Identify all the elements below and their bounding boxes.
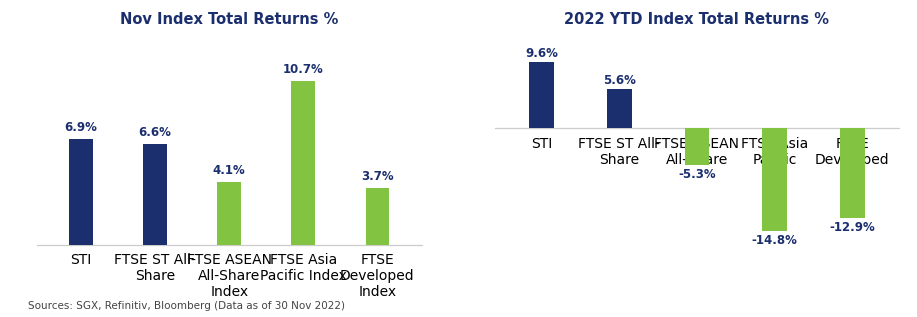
Text: 4.1%: 4.1% bbox=[213, 164, 246, 177]
Bar bbox=[762, 128, 787, 231]
Bar bbox=[70, 139, 93, 245]
Title: 2022 YTD Index Total Returns %: 2022 YTD Index Total Returns % bbox=[565, 12, 829, 27]
Bar bbox=[607, 89, 632, 128]
Text: 5.6%: 5.6% bbox=[602, 74, 635, 87]
Title: Nov Index Total Returns %: Nov Index Total Returns % bbox=[120, 12, 338, 27]
Text: 6.9%: 6.9% bbox=[65, 121, 97, 134]
Bar bbox=[529, 61, 554, 128]
Text: Sources: SGX, Refinitiv, Bloomberg (Data as of 30 Nov 2022): Sources: SGX, Refinitiv, Bloomberg (Data… bbox=[28, 301, 345, 311]
Text: -12.9%: -12.9% bbox=[829, 221, 875, 234]
Bar bbox=[840, 128, 865, 218]
Text: -14.8%: -14.8% bbox=[752, 234, 798, 247]
Bar bbox=[366, 188, 389, 245]
Bar bbox=[143, 144, 167, 245]
Text: 6.6%: 6.6% bbox=[138, 126, 171, 139]
Text: -5.3%: -5.3% bbox=[678, 168, 716, 181]
Text: 10.7%: 10.7% bbox=[283, 63, 324, 76]
Bar bbox=[684, 128, 710, 165]
Text: 3.7%: 3.7% bbox=[361, 171, 393, 184]
Text: 9.6%: 9.6% bbox=[525, 47, 558, 60]
Bar bbox=[217, 182, 241, 245]
Bar bbox=[292, 81, 315, 245]
